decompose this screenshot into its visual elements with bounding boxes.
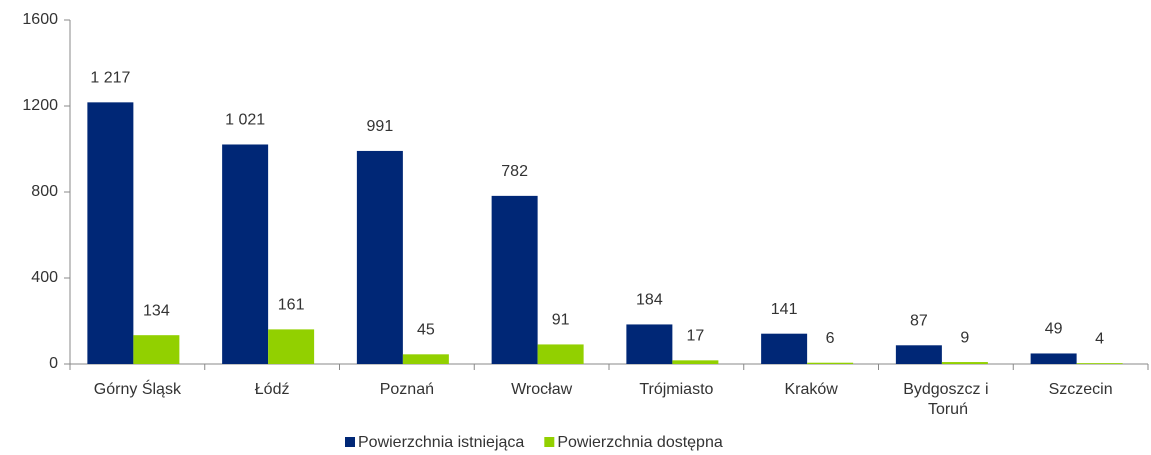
data-label: 91 [552, 312, 570, 329]
bar [402, 354, 449, 364]
bar [133, 335, 180, 364]
data-label: 4 [1095, 330, 1104, 347]
data-label: 1 217 [90, 70, 130, 87]
legend-swatch [345, 437, 355, 447]
x-tick-label: Łódź [255, 381, 290, 398]
x-tick-label: Szczecin [1049, 381, 1113, 398]
data-label: 141 [771, 301, 798, 318]
x-tick-label: Wrocław [511, 381, 572, 398]
bar [222, 144, 269, 364]
y-tick-label: 800 [31, 183, 58, 200]
y-tick-label: 400 [31, 269, 58, 286]
bar [87, 102, 134, 364]
data-label: 134 [143, 302, 170, 319]
bar [537, 344, 584, 364]
y-tick-label: 1600 [22, 11, 58, 28]
legend-label: Powierzchnia istniejąca [358, 434, 524, 451]
data-label: 161 [278, 297, 305, 314]
legend-swatch [544, 437, 555, 447]
bar [356, 150, 403, 364]
data-label: 6 [826, 330, 835, 347]
data-label: 1 021 [225, 112, 265, 129]
x-tick-label: Bydgoszcz i Toruń [903, 381, 988, 418]
data-label: 184 [636, 292, 663, 309]
data-label: 87 [910, 313, 928, 330]
data-label: 45 [417, 322, 435, 339]
bar [626, 324, 673, 364]
bar [941, 362, 988, 364]
data-label: 9 [960, 329, 969, 346]
x-tick-label: Kraków [784, 381, 838, 398]
bar [807, 362, 854, 364]
x-tick-label: Trójmiasto [639, 381, 713, 398]
legend-label: Powierzchnia dostępna [557, 434, 723, 451]
bar [1030, 353, 1077, 364]
data-label: 991 [367, 118, 394, 135]
x-tick-label: Poznań [380, 381, 434, 398]
y-tick-label: 1200 [22, 97, 58, 114]
data-label: 17 [686, 328, 704, 345]
bar [672, 360, 719, 364]
x-tick-label: Górny Śląsk [94, 379, 182, 398]
bar [761, 333, 808, 364]
bar [1076, 363, 1123, 364]
data-label: 49 [1045, 321, 1063, 338]
data-label: 782 [501, 163, 528, 180]
bar [268, 329, 315, 364]
bar [491, 195, 538, 364]
y-tick-label: 0 [49, 355, 58, 372]
bar [895, 345, 942, 364]
